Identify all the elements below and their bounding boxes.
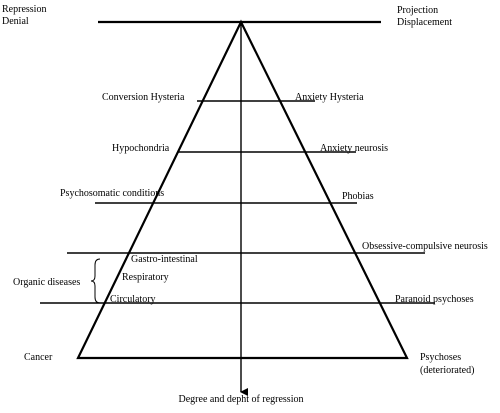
level-right-label: Obsessive-compulsive neurosis — [362, 241, 488, 252]
bottom-right-label: (deteriorated) — [420, 365, 474, 376]
bottom-left-label: Cancer — [24, 352, 53, 363]
top-left-label: Repression — [2, 4, 46, 15]
level-left-label: Circulatory — [110, 294, 156, 305]
axis-label: Degree and depht of regression — [179, 394, 304, 405]
top-right-label: Projection — [397, 5, 438, 16]
brace — [90, 258, 101, 304]
level-right-label: Anxiety Hysteria — [295, 92, 364, 103]
level-left-label: Psychosomatic conditions — [60, 188, 164, 199]
level-right-label: Paranoid psychoses — [395, 294, 474, 305]
organic-label: Organic diseases — [13, 277, 80, 288]
bottom-right-label: Psychoses — [420, 352, 461, 363]
level-left-label: Hypochondria — [112, 143, 170, 154]
level-right-label: Anxiety neurosis — [320, 143, 388, 154]
top-left-label: Denial — [2, 16, 29, 27]
level-left-label: Conversion Hysteria — [102, 92, 185, 103]
top-right-label: Displacement — [397, 17, 452, 28]
pyramid — [76, 19, 409, 360]
organic-middle-label: Respiratory — [122, 272, 169, 283]
level-left-label: Gastro-intestinal — [131, 254, 198, 265]
level-right-label: Phobias — [342, 191, 374, 202]
